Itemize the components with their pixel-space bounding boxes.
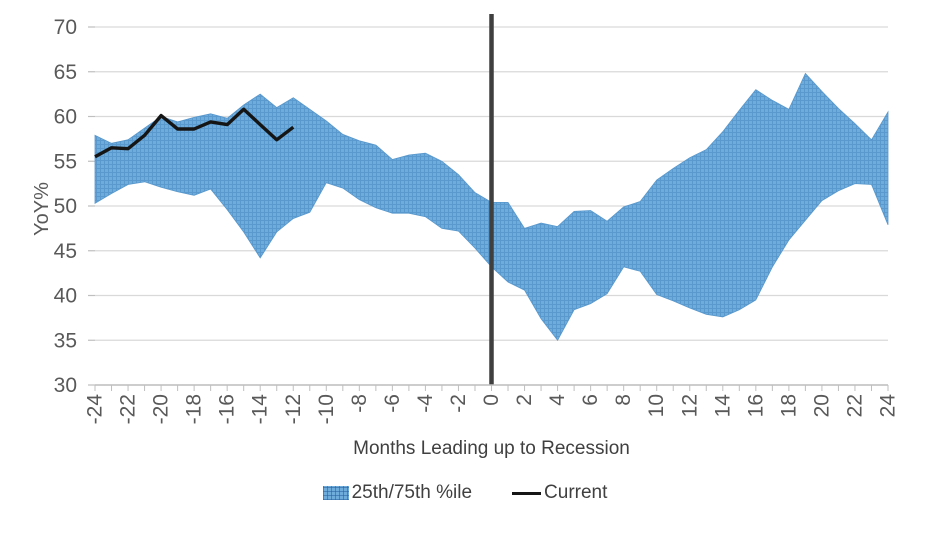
x-tick-label: -20: [150, 394, 173, 424]
band-swatch-icon: [322, 486, 349, 500]
y-tick-label: 70: [54, 16, 77, 39]
x-tick-label: 14: [711, 394, 734, 418]
x-tick-label: -24: [84, 394, 107, 425]
x-tick-label: -18: [183, 394, 206, 424]
x-tick-label: -14: [249, 394, 272, 425]
y-tick-label: 40: [54, 285, 77, 308]
x-tick-label: 12: [678, 394, 701, 417]
x-tick-label: 4: [546, 394, 569, 406]
legend-item-current: Current: [512, 482, 607, 504]
x-tick-label: 16: [744, 394, 767, 417]
legend-item-band: 25th/75th %ile: [322, 482, 473, 504]
y-tick-label: 60: [54, 106, 77, 129]
x-tick-label: -6: [381, 394, 404, 413]
y-tick-label: 45: [54, 240, 77, 263]
x-axis-title: Months Leading up to Recession: [353, 438, 630, 459]
x-tick-label: 24: [877, 394, 900, 418]
x-tick-label: 20: [810, 394, 833, 417]
y-tick-label: 65: [54, 61, 77, 84]
x-tick-label: 6: [579, 394, 602, 406]
x-tick-label: -4: [414, 394, 437, 413]
y-tick-label: 30: [54, 374, 77, 397]
x-tick-label: 0: [480, 394, 503, 406]
legend: 25th/75th %ile Current: [0, 482, 930, 504]
line-swatch-icon: [512, 491, 542, 495]
y-tick-label: 50: [54, 195, 77, 218]
x-tick-label: -2: [447, 394, 470, 413]
x-tick-label: 22: [843, 394, 866, 417]
y-tick-label: 55: [54, 150, 77, 173]
legend-current-label: Current: [544, 482, 608, 503]
x-tick-label: 18: [777, 394, 800, 417]
y-axis-title: YoY%: [31, 182, 53, 236]
x-tick-label: 2: [513, 394, 536, 406]
x-tick-label: -22: [117, 394, 140, 424]
current-line: [94, 107, 295, 159]
x-tick-label: -8: [348, 394, 371, 413]
legend-band-label: 25th/75th %ile: [351, 482, 473, 503]
x-tick-label: -10: [315, 394, 338, 424]
x-tick-label: -16: [216, 394, 239, 424]
x-tick-label: 8: [612, 394, 635, 406]
y-tick-label: 35: [54, 329, 77, 352]
x-tick-label: -12: [282, 394, 305, 424]
x-tick-label: 10: [645, 394, 668, 417]
